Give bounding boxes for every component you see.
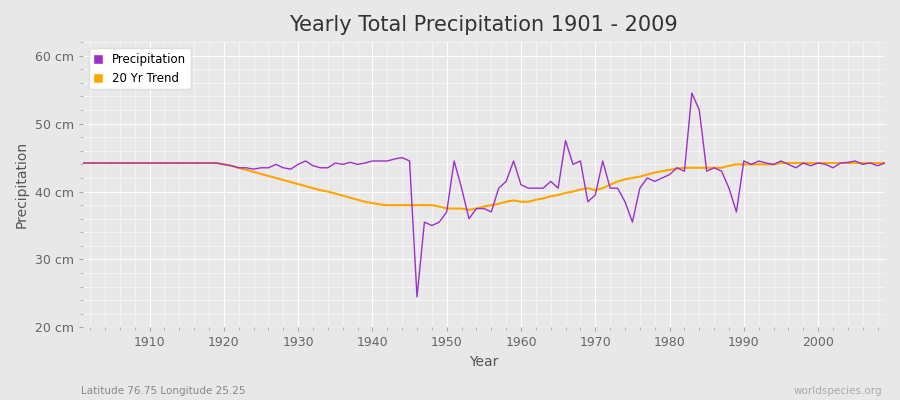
20 Yr Trend [345,195,356,200]
Precipitation [687,91,698,96]
20 Yr Trend [301,184,311,188]
Y-axis label: Precipitation: Precipitation [15,141,29,228]
Precipitation [879,161,890,166]
Text: Latitude 76.75 Longitude 25.25: Latitude 76.75 Longitude 25.25 [81,386,246,396]
20 Yr Trend [523,199,534,204]
Line: Precipitation: Precipitation [83,93,885,297]
X-axis label: Year: Year [469,355,499,369]
20 Yr Trend [879,161,890,166]
Precipitation [301,158,311,163]
Precipitation [345,160,356,165]
Precipitation [523,186,534,190]
Title: Yearly Total Precipitation 1901 - 2009: Yearly Total Precipitation 1901 - 2009 [290,15,679,35]
Precipitation [516,182,526,187]
Precipitation [77,161,88,166]
20 Yr Trend [77,161,88,166]
Line: 20 Yr Trend: 20 Yr Trend [83,163,885,210]
20 Yr Trend [516,199,526,204]
20 Yr Trend [464,208,474,212]
20 Yr Trend [612,179,623,184]
Precipitation [612,186,623,190]
20 Yr Trend [137,161,148,166]
Precipitation [137,161,148,166]
Precipitation [411,294,422,299]
Legend: Precipitation, 20 Yr Trend: Precipitation, 20 Yr Trend [88,48,191,89]
Text: worldspecies.org: worldspecies.org [794,386,882,396]
